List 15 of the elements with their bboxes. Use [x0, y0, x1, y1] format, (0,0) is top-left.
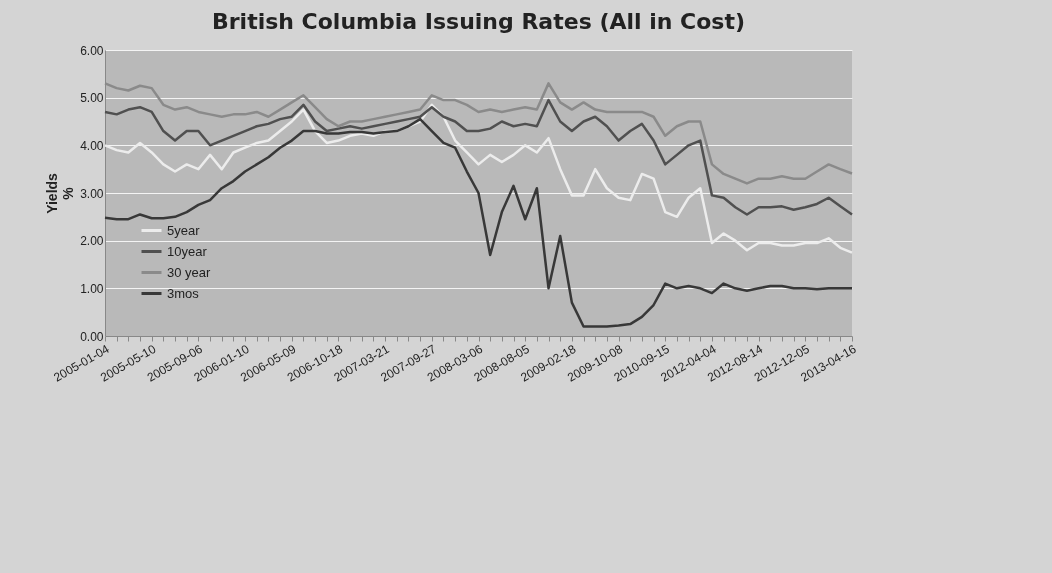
line-series [103, 98, 854, 216]
legend-label: 30 year [167, 264, 212, 280]
line-series [103, 117, 854, 328]
chart-title: British Columbia Issuing Rates (All in Cost) [211, 9, 746, 34]
y-tick-label: 0.00 [80, 329, 104, 344]
y-tick-label: 2.00 [80, 234, 104, 249]
y-axis-title: Yields % [44, 172, 77, 214]
y-tick-label: 1.00 [80, 281, 104, 296]
legend-label: 5year [167, 222, 201, 238]
legend-label: 10year [167, 243, 208, 259]
y-tick-label: 6.00 [80, 43, 104, 58]
legend-label: 3mos [167, 285, 200, 301]
y-tick-label: 5.00 [80, 91, 104, 106]
y-tick-label: 3.00 [80, 186, 104, 201]
y-tick-label: 4.00 [80, 138, 104, 153]
